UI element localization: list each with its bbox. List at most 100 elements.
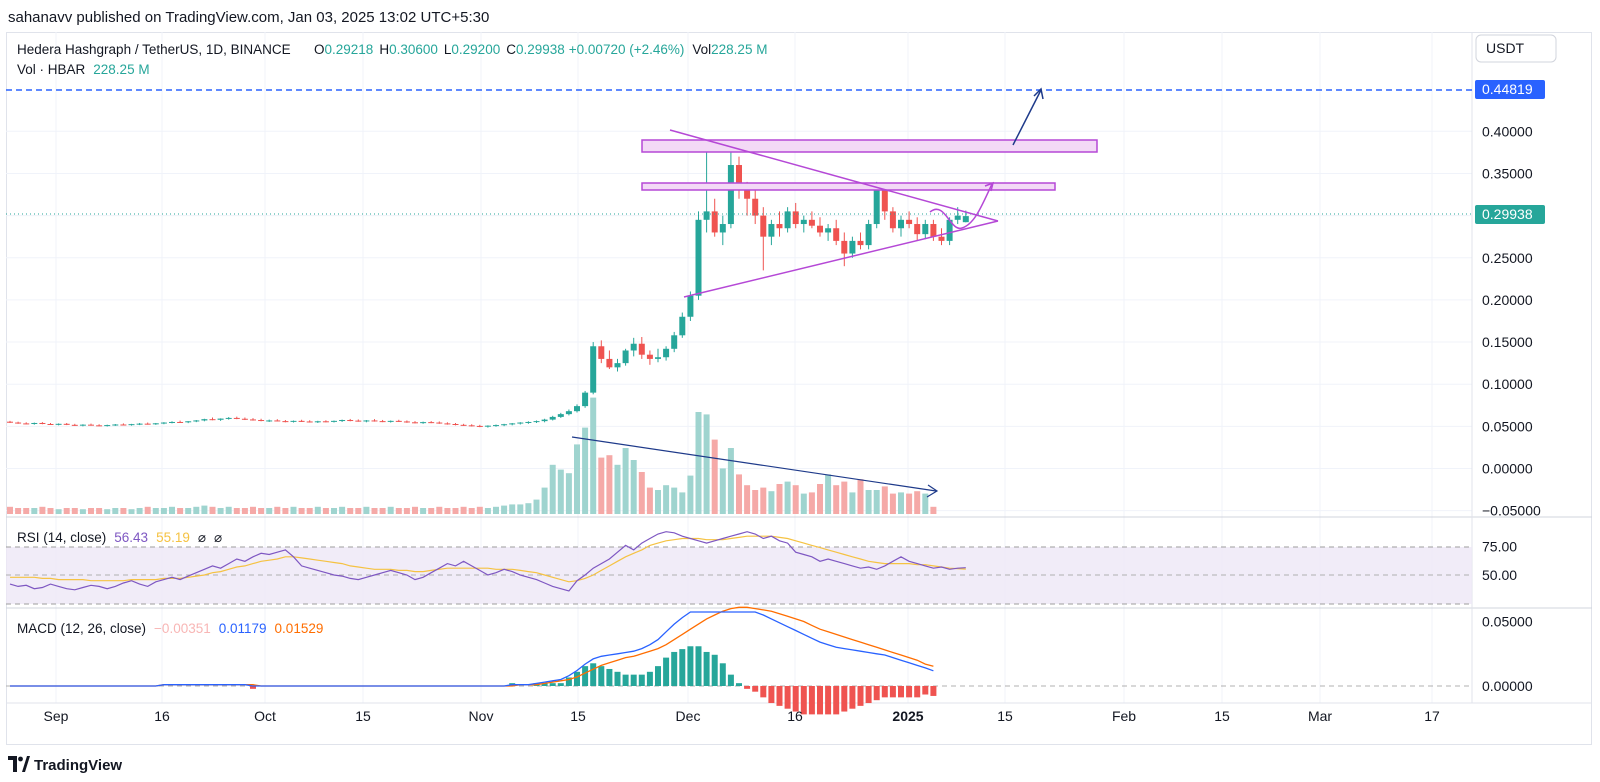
candle-body[interactable] <box>193 420 200 422</box>
candle-body[interactable] <box>233 417 240 419</box>
candle-body[interactable] <box>63 423 70 425</box>
candle-body[interactable] <box>752 198 759 216</box>
candle-body[interactable] <box>412 422 418 424</box>
candle-body[interactable] <box>898 219 904 229</box>
projected-path-arrowhead[interactable] <box>984 181 995 192</box>
candle-body[interactable] <box>185 421 192 423</box>
candle-body[interactable] <box>671 335 678 349</box>
candle-body[interactable] <box>825 228 832 233</box>
candle-body[interactable] <box>403 421 410 423</box>
candle-body[interactable] <box>144 423 151 425</box>
time-axis[interactable]: Sep 16 Oct 15 Nov 15 Dec 16 2025 15 Feb 15 Mar 17 <box>44 708 1440 724</box>
candle-body[interactable] <box>541 419 548 422</box>
candle-body[interactable] <box>266 420 273 422</box>
candle-body[interactable] <box>719 224 726 233</box>
candle-body[interactable] <box>954 215 961 220</box>
candle-body[interactable] <box>128 424 135 426</box>
candle-body[interactable] <box>347 420 354 422</box>
candle-body[interactable] <box>39 422 46 424</box>
candle-body[interactable] <box>493 425 499 427</box>
candle-body[interactable] <box>339 420 346 422</box>
candle-body[interactable] <box>258 420 265 422</box>
candle-body[interactable] <box>517 422 524 424</box>
candle-body[interactable] <box>23 423 30 425</box>
candle-body[interactable] <box>841 240 848 254</box>
candle-body[interactable] <box>622 350 629 364</box>
candle-body[interactable] <box>484 425 491 427</box>
candle-body[interactable] <box>444 423 451 425</box>
volume-trendline-arrowhead[interactable] <box>926 484 939 498</box>
candle-body[interactable] <box>849 240 856 254</box>
breakout-target-arrow[interactable] <box>1012 89 1042 146</box>
candle-body[interactable] <box>363 420 370 422</box>
candle-body[interactable] <box>679 316 686 336</box>
triangle-upper-line[interactable] <box>669 129 999 222</box>
candle-body[interactable] <box>817 225 823 233</box>
candle-body[interactable] <box>736 165 742 191</box>
candle-body[interactable] <box>938 236 945 241</box>
candle-body[interactable] <box>914 224 921 235</box>
candle-body[interactable] <box>468 425 475 427</box>
candle-body[interactable] <box>889 211 896 229</box>
candle-body[interactable] <box>881 190 888 212</box>
candle-body[interactable] <box>865 224 872 246</box>
candle-body[interactable] <box>873 190 880 225</box>
candle-body[interactable] <box>565 411 572 415</box>
candle-body[interactable] <box>371 420 378 422</box>
candle-body[interactable] <box>614 363 621 368</box>
candle-body[interactable] <box>71 424 78 426</box>
candle-body[interactable] <box>209 419 216 421</box>
candle-body[interactable] <box>15 422 22 424</box>
candle-body[interactable] <box>533 421 540 423</box>
candle-body[interactable] <box>152 423 159 425</box>
candle-body[interactable] <box>282 421 289 423</box>
candle-body[interactable] <box>460 424 467 426</box>
candle-body[interactable] <box>582 392 589 407</box>
breakout-target-arrowhead[interactable] <box>1033 87 1044 100</box>
candle-body[interactable] <box>169 421 175 423</box>
candle-body[interactable] <box>800 219 807 225</box>
candle-body[interactable] <box>31 422 38 424</box>
candle-body[interactable] <box>104 425 111 427</box>
candle-body[interactable] <box>906 219 913 225</box>
candle-body[interactable] <box>379 421 386 423</box>
triangle-lower-line[interactable] <box>683 220 999 298</box>
candle-body[interactable] <box>47 423 54 425</box>
candle-body[interactable] <box>638 343 645 355</box>
candle-body[interactable] <box>395 420 402 422</box>
price-axis[interactable]: 0.400000.350000.300000.250000.200000.150… <box>1482 123 1541 694</box>
candle-body[interactable] <box>655 357 661 359</box>
candle-body[interactable] <box>250 419 256 421</box>
rsi-hidden-icon-a[interactable]: ⌀ <box>198 530 206 545</box>
candle-body[interactable] <box>112 424 119 426</box>
candle-body[interactable] <box>136 423 143 425</box>
candles[interactable] <box>7 139 969 428</box>
candle-body[interactable] <box>784 211 791 229</box>
currency-label[interactable]: USDT <box>1486 40 1525 56</box>
candle-body[interactable] <box>930 224 937 237</box>
resistance-zone-lower[interactable] <box>641 182 1056 191</box>
candle-body[interactable] <box>509 423 516 425</box>
candle-body[interactable] <box>574 406 580 412</box>
candle-body[interactable] <box>768 224 775 237</box>
candle-body[interactable] <box>557 414 564 417</box>
candle-body[interactable] <box>420 422 427 424</box>
candle-body[interactable] <box>833 228 840 241</box>
candle-body[interactable] <box>79 424 86 426</box>
candle-body[interactable] <box>331 420 337 422</box>
candle-body[interactable] <box>96 425 103 427</box>
candle-body[interactable] <box>274 420 281 422</box>
candle-body[interactable] <box>225 417 232 419</box>
candle-body[interactable] <box>922 224 929 235</box>
candle-body[interactable] <box>306 421 313 423</box>
candle-body[interactable] <box>760 215 767 237</box>
candle-body[interactable] <box>711 211 718 233</box>
candle-body[interactable] <box>120 424 127 426</box>
candle-body[interactable] <box>946 219 953 241</box>
candle-body[interactable] <box>436 422 443 424</box>
candle-body[interactable] <box>298 420 305 422</box>
candle-body[interactable] <box>314 421 321 423</box>
candle-body[interactable] <box>7 421 13 423</box>
candle-body[interactable] <box>387 420 394 422</box>
projected-path[interactable] <box>929 183 993 229</box>
